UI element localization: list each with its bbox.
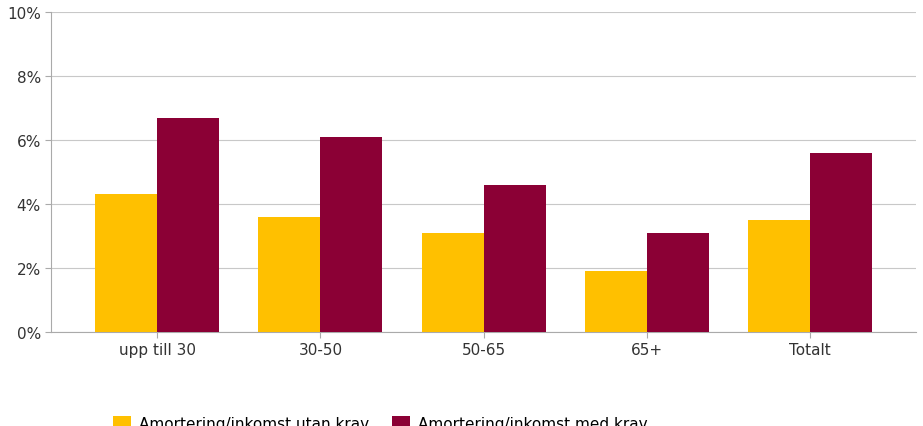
Bar <box>647 233 709 332</box>
Bar <box>748 221 810 332</box>
Bar <box>95 195 157 332</box>
Bar <box>810 153 872 332</box>
Bar <box>422 233 484 332</box>
Bar <box>157 118 220 332</box>
Bar <box>484 185 545 332</box>
Legend: Amortering/inkomst utan krav, Amortering/inkomst med krav: Amortering/inkomst utan krav, Amortering… <box>106 410 653 426</box>
Bar <box>320 138 382 332</box>
Bar <box>258 217 320 332</box>
Bar <box>585 272 647 332</box>
